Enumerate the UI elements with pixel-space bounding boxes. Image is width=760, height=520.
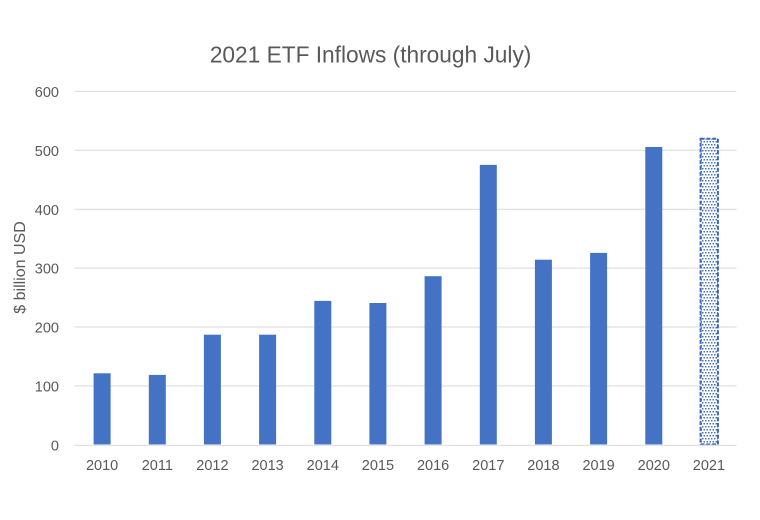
svg-text:2015: 2015: [362, 458, 394, 474]
svg-text:2021: 2021: [693, 458, 725, 474]
svg-text:2021 ETF Inflows (through July: 2021 ETF Inflows (through July): [210, 42, 532, 68]
svg-text:0: 0: [51, 438, 59, 454]
svg-text:2012: 2012: [196, 458, 228, 474]
svg-text:2016: 2016: [417, 458, 449, 474]
svg-text:600: 600: [35, 85, 59, 101]
svg-text:300: 300: [35, 262, 59, 278]
svg-text:$ billion USD: $ billion USD: [12, 221, 29, 313]
svg-text:2011: 2011: [142, 458, 173, 474]
svg-text:200: 200: [35, 321, 59, 337]
svg-text:2010: 2010: [86, 458, 118, 474]
svg-text:2014: 2014: [307, 458, 339, 474]
svg-text:100: 100: [35, 380, 59, 396]
svg-text:2013: 2013: [251, 458, 283, 474]
svg-text:2018: 2018: [527, 458, 559, 474]
svg-text:400: 400: [35, 203, 59, 219]
svg-text:2019: 2019: [582, 458, 614, 474]
svg-text:500: 500: [35, 144, 59, 160]
svg-text:2020: 2020: [638, 458, 670, 474]
svg-text:2017: 2017: [472, 458, 504, 474]
